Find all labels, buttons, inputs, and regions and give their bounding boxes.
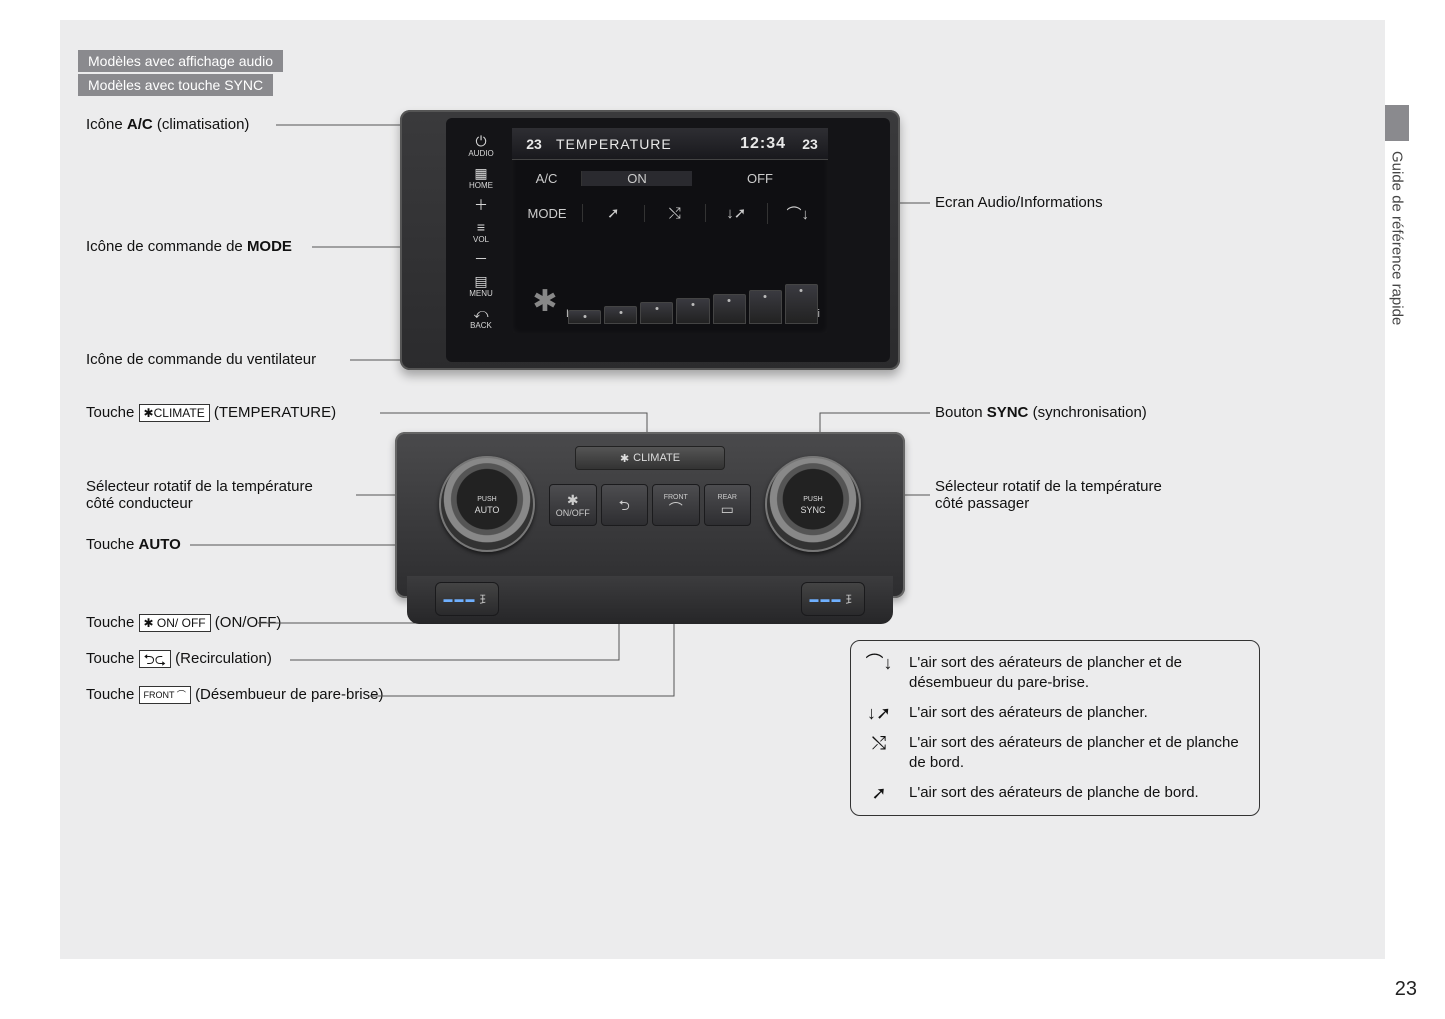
minus-icon: － [474, 252, 488, 266]
legend-face-icon: ➚ [865, 783, 893, 803]
vol-bars-icon: ≡ [477, 220, 485, 234]
seat-icon: ⺩ [480, 591, 491, 607]
legend-text-1: L'air sort des aérateurs de plancher et … [909, 653, 1245, 693]
vol-label: ≡VOL [473, 220, 489, 244]
home-button[interactable]: ▦HOME [469, 166, 493, 190]
fan-row: ✱ Lo Hi [512, 260, 828, 324]
fan-bar[interactable] [713, 294, 746, 324]
fan-bar[interactable] [640, 302, 673, 324]
audio-display-unit: ⏻AUDIO ▦HOME ＋ ≡VOL － ▤MENU ⤺BACK 23 TEM… [400, 110, 900, 370]
fan-icon-small: ✱ [567, 493, 579, 507]
fan-speed-bars[interactable]: Lo Hi [568, 276, 818, 324]
passenger-temp-dial[interactable]: PUSHSYNC [765, 456, 861, 552]
heat-level-icon: ▬▬▬ [444, 594, 477, 604]
vol-down-button[interactable]: － [474, 252, 488, 266]
defrost-rear-icon: ▭ [721, 502, 734, 516]
airflow-legend: ⌒↓ L'air sort des aérateurs de plancher … [850, 640, 1260, 816]
climate-panel: PUSHAUTO PUSHSYNC ✱CLIMATE ✱ ON/OFF ⮌ FR… [395, 420, 905, 610]
ac-label[interactable]: A/C [512, 171, 582, 186]
climate-button[interactable]: ✱CLIMATE [575, 446, 725, 470]
seat-icon: ⺩ [846, 591, 857, 607]
plus-icon: ＋ [474, 198, 488, 212]
menu-button[interactable]: ▤MENU [469, 274, 493, 298]
heat-level-icon: ▬▬▬ [810, 594, 843, 604]
power-icon: ⏻ [475, 134, 486, 148]
fan-bar[interactable] [785, 284, 818, 324]
defrost-front-icon: ⌒ [669, 502, 683, 516]
screen-header: 23 TEMPERATURE 12:34 23 [512, 128, 828, 160]
seat-heater-right[interactable]: ▬▬▬⺩ [801, 582, 865, 616]
back-icon: ⤺ [474, 306, 489, 320]
mode-face-icon[interactable]: ➚ [582, 204, 644, 222]
mode-floor-icon[interactable]: ↓➚ [705, 204, 767, 222]
front-defrost-button[interactable]: FRONT ⌒ [652, 484, 700, 526]
back-button[interactable]: ⤺BACK [470, 306, 492, 330]
touchscreen[interactable]: 23 TEMPERATURE 12:34 23 A/C ON OFF MODE … [512, 128, 828, 334]
ac-off[interactable]: OFF [692, 171, 828, 186]
temp-right: 23 [792, 136, 828, 152]
ac-on[interactable]: ON [582, 171, 692, 186]
clock: 12:34 [740, 135, 792, 153]
recirc-icon: ⮌ [619, 498, 630, 512]
mode-label[interactable]: MODE [512, 206, 582, 221]
side-tab-marker [1385, 105, 1409, 141]
fan-icon[interactable]: ✱ [522, 278, 568, 324]
vol-up-button[interactable]: ＋ [474, 198, 488, 212]
mode-bilevel-icon[interactable]: ⤭ [644, 205, 706, 222]
legend-text-3: L'air sort des aérateurs de plancher et … [909, 733, 1245, 773]
temp-left: 23 [512, 136, 556, 152]
fan-small-icon: ✱ [620, 452, 629, 465]
ac-row: A/C ON OFF [512, 162, 828, 194]
rear-defrost-button[interactable]: REAR ▭ [704, 484, 752, 526]
fan-bar[interactable] [749, 290, 782, 324]
mode-row: MODE ➚ ⤭ ↓➚ ⌒↓ [512, 196, 828, 230]
fan-onoff-button[interactable]: ✱ ON/OFF [549, 484, 597, 526]
seat-heater-left[interactable]: ▬▬▬⺩ [435, 582, 499, 616]
center-button-row: ✱ ON/OFF ⮌ FRONT ⌒ REAR ▭ [549, 484, 751, 526]
audio-power-button[interactable]: ⏻AUDIO [468, 134, 493, 158]
legend-defrost-floor-icon: ⌒↓ [865, 653, 893, 673]
legend-text-2: L'air sort des aérateurs de plancher. [909, 703, 1245, 723]
legend-text-4: L'air sort des aérateurs de planche de b… [909, 783, 1245, 803]
fan-bar[interactable] [568, 310, 601, 324]
grid-icon: ▦ [474, 166, 487, 180]
legend-floor-icon: ↓➚ [865, 703, 893, 723]
screen-title: TEMPERATURE [556, 136, 740, 152]
fan-bar[interactable] [676, 298, 709, 324]
menu-icon: ▤ [474, 274, 487, 288]
recirculation-button[interactable]: ⮌ [601, 484, 649, 526]
mode-defrost-floor-icon[interactable]: ⌒↓ [767, 203, 829, 224]
legend-bilevel-icon: ⤭ [865, 733, 893, 753]
display-side-buttons: ⏻AUDIO ▦HOME ＋ ≡VOL － ▤MENU ⤺BACK [456, 128, 506, 352]
fan-bar[interactable] [604, 306, 637, 324]
side-tab-label: Guide de référence rapide [1385, 145, 1409, 385]
page-number: 23 [1395, 978, 1417, 1001]
driver-temp-dial[interactable]: PUSHAUTO [439, 456, 535, 552]
